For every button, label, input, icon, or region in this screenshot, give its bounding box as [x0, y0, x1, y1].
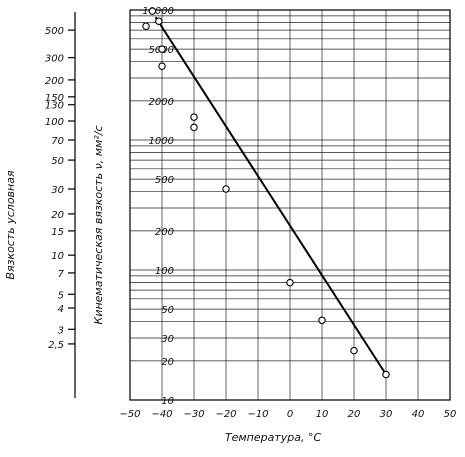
x-tick-label: −40: [151, 409, 172, 420]
conditional-tick-label: 200: [45, 76, 64, 87]
x-tick-label: 40: [412, 409, 425, 420]
kinematic-tick-label: 10: [161, 396, 174, 407]
conditional-tick-label: 20: [51, 210, 64, 221]
conditional-tick-label: 3: [58, 325, 64, 336]
data-point: [142, 22, 150, 30]
conditional-tick-label: 100: [45, 117, 64, 128]
fit-line: [154, 16, 387, 376]
data-point: [148, 7, 157, 15]
data-point: [318, 316, 326, 325]
kinematic-tick-label: 50: [161, 305, 174, 316]
kinematic-tick-label: 30: [161, 334, 174, 345]
x-tick-label: 30: [380, 409, 393, 420]
conditional-tick-label: 5: [58, 290, 64, 301]
x-tick-label: 20: [348, 409, 361, 420]
x-tick-label: −30: [183, 409, 204, 420]
plot-frame: [129, 9, 451, 401]
conditional-tick-label: 7: [58, 269, 65, 280]
kinematic-tick-label: 100: [155, 266, 174, 277]
conditional-tick-label: 50: [51, 156, 64, 167]
conditional-tick-label: 70: [51, 136, 64, 147]
kinematic-tick-label: 20: [161, 357, 174, 368]
conditional-tick-label: 4: [58, 304, 64, 315]
kinematic-tick-label: 200: [155, 227, 174, 238]
data-points: [142, 7, 390, 379]
kinematic-tick-labels: 1000050002000100050020010050302010: [142, 6, 174, 407]
kinematic-tick-label: 10000: [142, 6, 174, 17]
conditional-tick-label: 30: [51, 185, 64, 196]
x-tick-label: −50: [119, 409, 140, 420]
conditional-tick-label: 10: [51, 251, 64, 262]
data-point: [350, 346, 358, 355]
x-tick-label: −20: [215, 409, 236, 420]
kinematic-tick-label: 1000: [149, 136, 174, 147]
data-point: [190, 123, 198, 132]
conditional-tick-label: 300: [45, 54, 64, 65]
data-point: [286, 278, 294, 287]
data-point: [222, 185, 230, 193]
kinematic-tick-label: 500: [155, 175, 174, 186]
conditional-tick-label: 500: [45, 26, 64, 37]
x-tick-label: 10: [316, 409, 329, 420]
y-axis-label-conditional: Вязкость условная: [4, 170, 17, 280]
data-point: [155, 17, 163, 25]
conditional-tick-label: 130: [45, 101, 64, 112]
x-axis-label: Температура, °C: [225, 431, 322, 444]
x-tick-labels: −50 −40 −30 −20 −10 0 10 20 30 40 50: [119, 409, 456, 420]
data-point: [382, 370, 390, 379]
grid: [130, 9, 450, 401]
kinematic-tick-label: 2000: [149, 97, 174, 108]
data-point: [190, 113, 198, 121]
conditional-tick-label: 150: [45, 93, 64, 104]
data-point: [158, 62, 166, 70]
data-point: [158, 45, 166, 53]
x-tick-label: 50: [444, 409, 457, 420]
x-tick-label: 0: [287, 409, 293, 420]
y-axis-label-kinematic: Кинематическая вязкость ν, мм²/с: [92, 126, 105, 325]
x-tick-label: −10: [247, 409, 268, 420]
conditional-tick-label: 2,5: [48, 340, 64, 351]
conditional-tick-label: 15: [51, 227, 64, 238]
